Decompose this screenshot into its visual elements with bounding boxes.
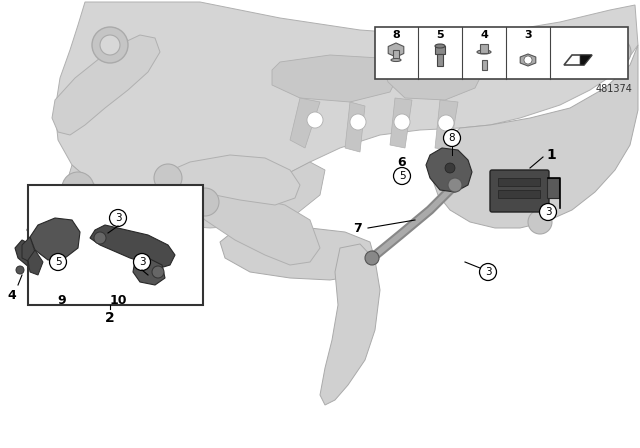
Text: 6: 6 <box>397 155 406 168</box>
Polygon shape <box>432 45 638 228</box>
Bar <box>547 178 559 198</box>
Circle shape <box>16 266 24 274</box>
Polygon shape <box>390 98 412 148</box>
Text: 2: 2 <box>105 311 115 325</box>
Text: 5: 5 <box>54 257 61 267</box>
Bar <box>498 178 540 186</box>
Bar <box>375 27 628 79</box>
Polygon shape <box>220 228 375 280</box>
Polygon shape <box>435 100 458 150</box>
Polygon shape <box>190 195 320 265</box>
Circle shape <box>524 56 532 64</box>
Circle shape <box>49 254 67 271</box>
Polygon shape <box>580 55 592 65</box>
Polygon shape <box>28 250 43 275</box>
Circle shape <box>394 168 410 185</box>
Text: 1: 1 <box>546 148 556 162</box>
Circle shape <box>479 263 497 280</box>
Text: 3: 3 <box>115 213 122 223</box>
Circle shape <box>94 232 106 244</box>
Text: 10: 10 <box>109 293 127 306</box>
Circle shape <box>62 172 94 204</box>
Polygon shape <box>68 162 325 228</box>
Bar <box>28 185 203 305</box>
Circle shape <box>365 251 379 265</box>
Text: 481374: 481374 <box>595 84 632 94</box>
Circle shape <box>152 266 164 278</box>
Ellipse shape <box>391 59 401 61</box>
Circle shape <box>528 210 552 234</box>
Text: 3: 3 <box>524 30 532 40</box>
Circle shape <box>350 114 366 130</box>
Bar <box>498 190 540 198</box>
Circle shape <box>603 38 631 66</box>
Polygon shape <box>15 240 50 270</box>
Polygon shape <box>520 54 536 66</box>
Text: 5: 5 <box>399 171 405 181</box>
Polygon shape <box>345 102 365 152</box>
Circle shape <box>109 210 127 227</box>
Circle shape <box>100 35 120 55</box>
Bar <box>480 44 488 53</box>
Ellipse shape <box>477 50 491 54</box>
Circle shape <box>191 188 219 216</box>
Text: 3: 3 <box>484 267 492 277</box>
Polygon shape <box>388 43 404 57</box>
Text: 8: 8 <box>392 30 400 40</box>
Polygon shape <box>426 148 472 192</box>
Polygon shape <box>564 55 592 65</box>
Polygon shape <box>272 55 400 102</box>
Circle shape <box>92 27 128 63</box>
Circle shape <box>445 163 455 173</box>
Text: 3: 3 <box>139 257 145 267</box>
Text: 7: 7 <box>354 221 362 234</box>
Polygon shape <box>160 155 300 205</box>
Circle shape <box>307 112 323 128</box>
Polygon shape <box>55 2 638 202</box>
Circle shape <box>154 164 182 192</box>
Polygon shape <box>320 244 380 405</box>
Polygon shape <box>380 48 485 100</box>
Bar <box>437 54 443 66</box>
Circle shape <box>444 129 461 146</box>
Bar <box>393 50 399 60</box>
Polygon shape <box>133 258 165 285</box>
Text: 3: 3 <box>545 207 551 217</box>
Text: 8: 8 <box>449 133 455 143</box>
Circle shape <box>134 254 150 271</box>
FancyBboxPatch shape <box>490 170 549 212</box>
Ellipse shape <box>435 44 445 48</box>
Bar <box>481 60 486 70</box>
Polygon shape <box>90 225 175 268</box>
Circle shape <box>540 203 557 220</box>
Polygon shape <box>27 215 68 248</box>
Bar <box>435 46 445 54</box>
Text: 5: 5 <box>436 30 444 40</box>
Polygon shape <box>52 35 160 135</box>
Text: 4: 4 <box>480 30 488 40</box>
Polygon shape <box>290 98 320 148</box>
Circle shape <box>438 115 454 131</box>
Circle shape <box>394 114 410 130</box>
Circle shape <box>448 178 462 192</box>
Polygon shape <box>30 218 80 260</box>
Polygon shape <box>22 237 35 262</box>
Text: 9: 9 <box>58 293 67 306</box>
Text: 4: 4 <box>8 289 17 302</box>
